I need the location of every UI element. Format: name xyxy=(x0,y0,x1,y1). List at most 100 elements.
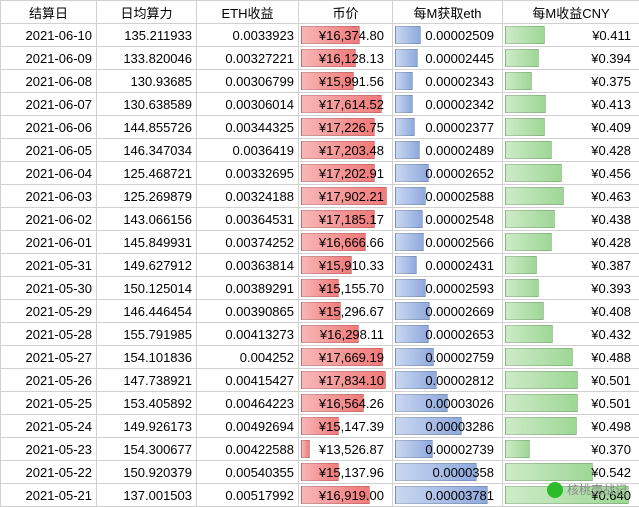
cell-hashrate: 154.101836 xyxy=(97,346,197,369)
cell-hashrate: 143.066156 xyxy=(97,208,197,231)
cell-per-m-cny: ¥0.394 xyxy=(503,47,639,70)
cell-per-m-eth: 0.00002343 xyxy=(393,70,503,93)
table-row: 2021-05-24149.9261730.00492694¥15,147.39… xyxy=(1,415,639,438)
cell-per-m-cny: ¥0.501 xyxy=(503,369,639,392)
cell-hashrate: 147.738921 xyxy=(97,369,197,392)
cell-per-m-cny: ¥0.428 xyxy=(503,139,639,162)
table-row: 2021-05-27154.1018360.004252¥17,669.190.… xyxy=(1,346,639,369)
table-row: 2021-05-28155.7919850.00413273¥16,298.11… xyxy=(1,323,639,346)
table-row: 2021-05-25153.4058920.00464223¥16,564.26… xyxy=(1,392,639,415)
cell-date: 2021-05-30 xyxy=(1,277,97,300)
cell-hashrate: 150.920379 xyxy=(97,461,197,484)
cell-eth-profit: 0.00464223 xyxy=(197,392,299,415)
mining-earnings-table: 结算日 日均算力 ETH收益 币价 每M获取eth 每M收益CNY 2021-0… xyxy=(0,0,639,507)
cell-hashrate: 154.300677 xyxy=(97,438,197,461)
cell-price: ¥16,666.66 xyxy=(299,231,393,254)
cell-hashrate: 130.93685 xyxy=(97,70,197,93)
cell-hashrate: 125.468721 xyxy=(97,162,197,185)
cell-hashrate: 144.855726 xyxy=(97,116,197,139)
cell-eth-profit: 0.00363814 xyxy=(197,254,299,277)
cell-price: ¥17,614.52 xyxy=(299,93,393,116)
cell-date: 2021-06-04 xyxy=(1,162,97,185)
cell-per-m-eth: 0.00003286 xyxy=(393,415,503,438)
cell-date: 2021-05-25 xyxy=(1,392,97,415)
cell-hashrate: 146.347034 xyxy=(97,139,197,162)
cell-per-m-cny: ¥0.408 xyxy=(503,300,639,323)
table-row: 2021-05-29146.4464540.00390865¥15,296.67… xyxy=(1,300,639,323)
cell-price: ¥15,296.67 xyxy=(299,300,393,323)
cell-per-m-cny: ¥0.432 xyxy=(503,323,639,346)
cell-per-m-eth: 0.00002548 xyxy=(393,208,503,231)
cell-per-m-eth: 0.00002445 xyxy=(393,47,503,70)
cell-date: 2021-06-03 xyxy=(1,185,97,208)
table-row: 2021-05-23154.3006770.00422588¥13,526.87… xyxy=(1,438,639,461)
cell-eth-profit: 0.00344325 xyxy=(197,116,299,139)
col-header-eth: ETH收益 xyxy=(197,1,299,24)
col-header-pm-cny: 每M收益CNY xyxy=(503,1,639,24)
cell-per-m-cny: ¥0.387 xyxy=(503,254,639,277)
header-row: 结算日 日均算力 ETH收益 币价 每M获取eth 每M收益CNY xyxy=(1,1,639,24)
cell-eth-profit: 0.00492694 xyxy=(197,415,299,438)
cell-date: 2021-06-02 xyxy=(1,208,97,231)
table-row: 2021-05-22150.9203790.00540355¥15,137.96… xyxy=(1,461,639,484)
table-row: 2021-06-07130.6385890.00306014¥17,614.52… xyxy=(1,93,639,116)
cell-eth-profit: 0.00306014 xyxy=(197,93,299,116)
cell-eth-profit: 0.00306799 xyxy=(197,70,299,93)
cell-date: 2021-05-26 xyxy=(1,369,97,392)
cell-per-m-eth: 0.00002489 xyxy=(393,139,503,162)
cell-eth-profit: 0.00413273 xyxy=(197,323,299,346)
watermark-text: 核桃壳战记 xyxy=(567,481,627,498)
cell-date: 2021-05-27 xyxy=(1,346,97,369)
cell-hashrate: 149.627912 xyxy=(97,254,197,277)
cell-per-m-cny: ¥0.428 xyxy=(503,231,639,254)
cell-per-m-eth: 0.00002652 xyxy=(393,162,503,185)
cell-per-m-eth: 0.00002588 xyxy=(393,185,503,208)
cell-date: 2021-05-24 xyxy=(1,415,97,438)
cell-per-m-eth: 0.00002342 xyxy=(393,93,503,116)
cell-per-m-cny: ¥0.438 xyxy=(503,208,639,231)
cell-eth-profit: 0.00389291 xyxy=(197,277,299,300)
wechat-icon xyxy=(547,482,563,498)
cell-eth-profit: 0.00390865 xyxy=(197,300,299,323)
cell-eth-profit: 0.00324188 xyxy=(197,185,299,208)
cell-eth-profit: 0.00422588 xyxy=(197,438,299,461)
cell-per-m-cny: ¥0.375 xyxy=(503,70,639,93)
cell-price: ¥15,137.96 xyxy=(299,461,393,484)
cell-price: ¥17,185.17 xyxy=(299,208,393,231)
cell-price: ¥16,128.13 xyxy=(299,47,393,70)
cell-hashrate: 135.211933 xyxy=(97,24,197,47)
cell-price: ¥17,202.91 xyxy=(299,162,393,185)
cell-eth-profit: 0.00364531 xyxy=(197,208,299,231)
cell-price: ¥16,919.00 xyxy=(299,484,393,507)
cell-per-m-eth: 0.00002593 xyxy=(393,277,503,300)
table-row: 2021-06-06144.8557260.00344325¥17,226.75… xyxy=(1,116,639,139)
cell-price: ¥17,203.48 xyxy=(299,139,393,162)
cell-per-m-eth: 0.00002377 xyxy=(393,116,503,139)
table-row: 2021-05-30150.1250140.00389291¥15,155.70… xyxy=(1,277,639,300)
cell-hashrate: 153.405892 xyxy=(97,392,197,415)
cell-date: 2021-06-01 xyxy=(1,231,97,254)
cell-price: ¥15,155.70 xyxy=(299,277,393,300)
cell-date: 2021-06-06 xyxy=(1,116,97,139)
cell-hashrate: 155.791985 xyxy=(97,323,197,346)
cell-price: ¥17,902.21 xyxy=(299,185,393,208)
watermark: 核桃壳战记 xyxy=(547,481,627,498)
cell-eth-profit: 0.00540355 xyxy=(197,461,299,484)
cell-per-m-cny: ¥0.456 xyxy=(503,162,639,185)
cell-per-m-eth: 0.00002669 xyxy=(393,300,503,323)
col-header-hash: 日均算力 xyxy=(97,1,197,24)
cell-per-m-cny: ¥0.501 xyxy=(503,392,639,415)
col-header-date: 结算日 xyxy=(1,1,97,24)
cell-price: ¥15,991.56 xyxy=(299,70,393,93)
table-row: 2021-05-26147.7389210.00415427¥17,834.10… xyxy=(1,369,639,392)
cell-per-m-eth: 0.00002759 xyxy=(393,346,503,369)
cell-eth-profit: 0.0033923 xyxy=(197,24,299,47)
cell-per-m-eth: 0.00002566 xyxy=(393,231,503,254)
cell-per-m-eth: 0.00002739 xyxy=(393,438,503,461)
cell-date: 2021-06-09 xyxy=(1,47,97,70)
cell-per-m-cny: ¥0.411 xyxy=(503,24,639,47)
cell-date: 2021-05-23 xyxy=(1,438,97,461)
cell-per-m-cny: ¥0.393 xyxy=(503,277,639,300)
table-row: 2021-06-08130.936850.00306799¥15,991.560… xyxy=(1,70,639,93)
cell-per-m-cny: ¥0.409 xyxy=(503,116,639,139)
